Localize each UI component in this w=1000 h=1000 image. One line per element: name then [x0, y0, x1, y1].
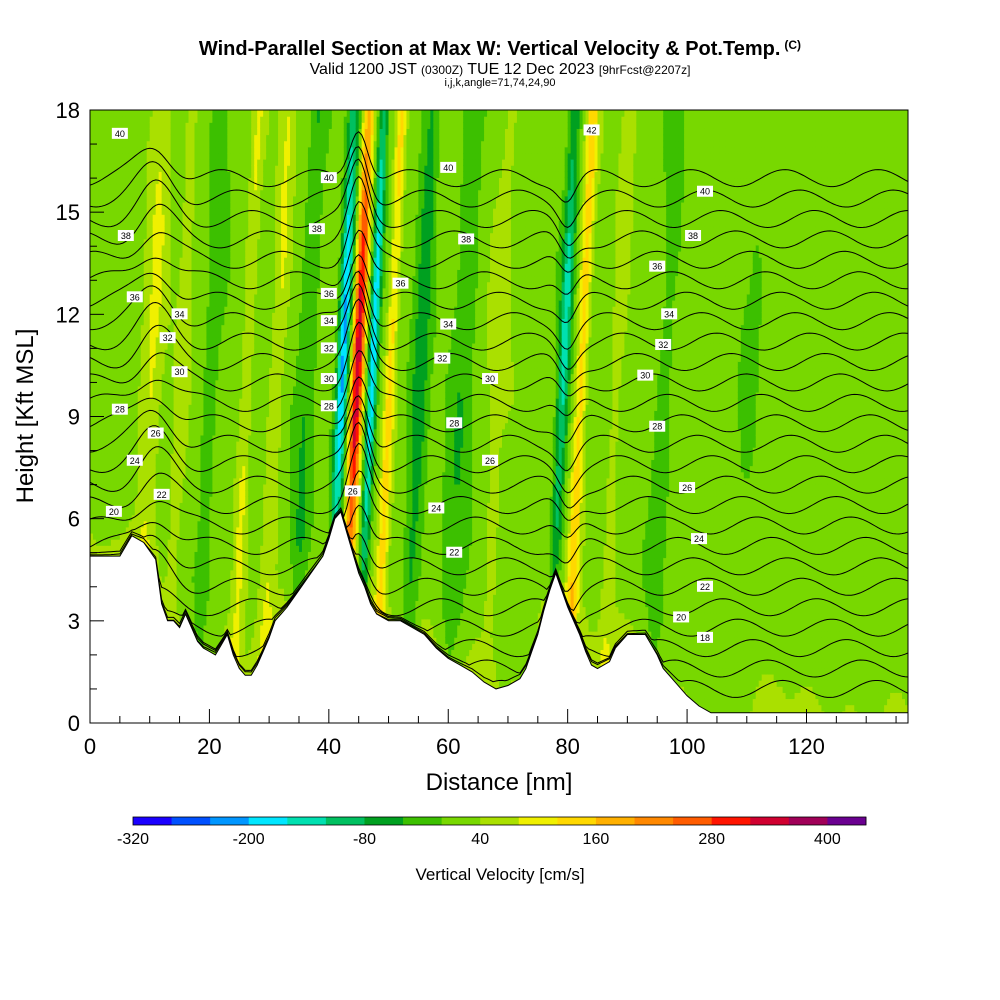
plot-area [90, 104, 909, 724]
vertical-velocity-field [90, 104, 909, 724]
cross-section-chart: 4038363432302826242220403836343230282640… [0, 0, 1000, 1000]
